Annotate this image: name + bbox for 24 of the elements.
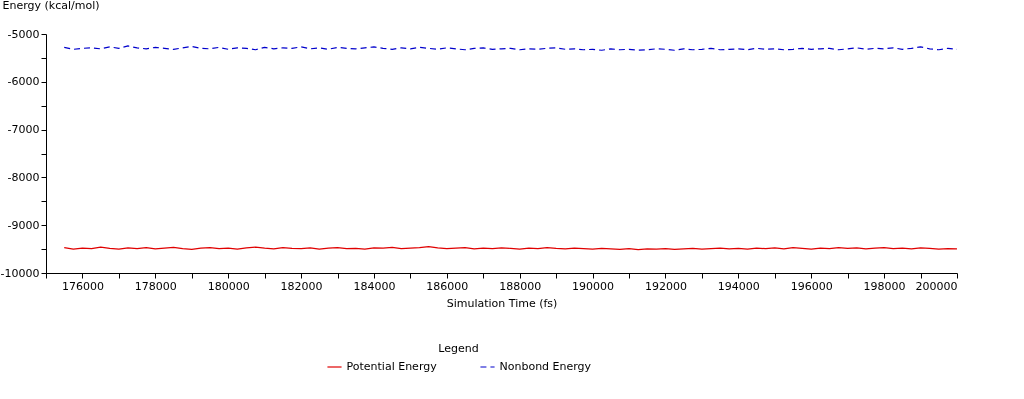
y-tick-label: -9000	[7, 218, 40, 232]
x-tick-label: 188000	[499, 279, 542, 293]
x-tick-label: 196000	[790, 279, 833, 293]
x-tick-label: 194000	[717, 279, 760, 293]
x-tick-label: 198000	[863, 279, 906, 293]
x-tick-label: 200000	[915, 279, 958, 293]
x-tick-label: 182000	[280, 279, 323, 293]
x-tick-label: 180000	[207, 279, 250, 293]
x-tick-label: 192000	[644, 279, 687, 293]
legend-label: Nonbond Energy	[499, 360, 592, 373]
y-tick-label: -8000	[7, 170, 40, 184]
y-tick-label: -5000	[7, 27, 40, 41]
y-tick-label: -6000	[7, 75, 40, 89]
y-axis-title: Energy (kcal/mol)	[2, 0, 100, 12]
x-tick-label: 190000	[572, 279, 615, 293]
y-tick-label: -7000	[7, 123, 40, 137]
legend-label: Potential Energy	[346, 360, 438, 373]
y-tick-label: -10000	[0, 266, 40, 280]
legend-title: Legend	[438, 342, 479, 355]
x-axis-title: Simulation Time (fs)	[446, 296, 558, 310]
x-tick-label: 186000	[426, 279, 469, 293]
x-tick-label: 176000	[61, 279, 104, 293]
x-tick-label: 184000	[353, 279, 396, 293]
x-tick-label: 178000	[134, 279, 177, 293]
